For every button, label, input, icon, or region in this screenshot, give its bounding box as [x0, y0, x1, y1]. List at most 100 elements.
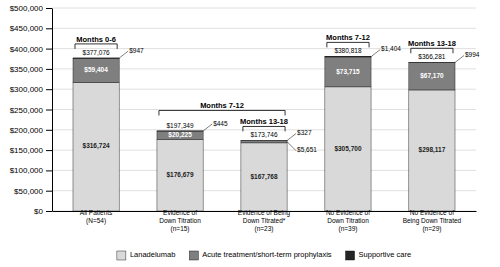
- total-label: $173,746: [250, 131, 277, 138]
- tick-mark: [46, 170, 52, 171]
- tick-label: $100,000: [10, 166, 44, 175]
- tick-label: $250,000: [10, 106, 44, 115]
- leader-line: [455, 55, 464, 62]
- data-label: $947: [129, 47, 144, 54]
- bar: [241, 141, 287, 143]
- data-label: $305,700: [334, 145, 361, 153]
- grid-line: [52, 8, 476, 9]
- data-label: $994: [465, 51, 480, 58]
- grid-line: [52, 28, 476, 29]
- brackets: Months 0-6 Months 13-18 Months 7-12 Months …: [75, 33, 456, 131]
- bracket: [411, 48, 453, 53]
- tick: $350,000: [10, 65, 52, 74]
- tick-mark: [46, 150, 52, 151]
- tick-label: No Evidence ofBeing Down Titrated(n=29): [403, 209, 462, 233]
- tick-mark: [46, 211, 52, 212]
- bar: [73, 58, 119, 82]
- tick-mark: [46, 191, 52, 192]
- leader-line: [371, 50, 380, 57]
- tick-label: Evidence of BeingDown Titrated*(n=23): [238, 209, 291, 233]
- bar: [157, 139, 203, 211]
- data-label: $5,651: [297, 146, 317, 153]
- legend-label: Acute treatment/short-term prophylaxis: [202, 250, 331, 259]
- annotation: Months 13-18: [240, 117, 288, 126]
- bracket: [75, 44, 117, 49]
- tick: Evidence ofDown Titration(n=15): [159, 209, 201, 233]
- chart: $0 $50,000 $100,000 $150,000 $200,000 $250,00…: [0, 0, 500, 267]
- data-labels: $316,724 $176,679 $167,768 $305,700 $298,117…: [83, 45, 480, 180]
- bar: [409, 63, 455, 90]
- annotation: Months 0-6: [76, 35, 116, 44]
- tick-label: Evidence ofDown Titration(n=15): [159, 209, 201, 233]
- tick-mark: [46, 49, 52, 50]
- data-label: $445: [213, 120, 228, 127]
- data-label: $298,117: [419, 146, 446, 154]
- data-label: $327: [297, 129, 312, 136]
- bar: [325, 87, 371, 211]
- tick-label: No Evidence ofDown Titration(n=39): [326, 209, 370, 233]
- x-axis: All Patients(N=54) Evidence ofDown Titrat…: [53, 209, 477, 233]
- data-label: $73,715: [336, 68, 360, 76]
- tick-label: $450,000: [10, 24, 44, 33]
- bar: [241, 143, 287, 211]
- tick-label: $400,000: [10, 45, 44, 54]
- data-label: $59,404: [84, 66, 108, 74]
- tick: $150,000: [10, 146, 52, 155]
- bar: [409, 62, 455, 63]
- tick-label: $500,000: [10, 4, 44, 13]
- tick: $50,000: [14, 187, 52, 196]
- bar: [73, 57, 119, 58]
- tick-mark: [46, 69, 52, 70]
- tick: Evidence of BeingDown Titrated*(n=23): [238, 209, 291, 233]
- legend-swatch: [117, 251, 126, 260]
- total-label: $366,281: [418, 53, 445, 60]
- tick-mark: [46, 8, 52, 9]
- bracket: [159, 110, 285, 115]
- leader-line: [287, 142, 296, 151]
- legend-label: Supportive care: [359, 250, 412, 259]
- leader-line: [119, 51, 128, 58]
- tick: $200,000: [10, 126, 52, 135]
- bars: [73, 56, 455, 211]
- bracket: [243, 126, 285, 131]
- y-axis: $0 $50,000 $100,000 $150,000 $200,000 $250,00…: [10, 4, 53, 216]
- total-label: $380,818: [334, 47, 361, 54]
- plot: $0 $50,000 $100,000 $150,000 $200,000 $250,00…: [10, 4, 480, 260]
- bar: [409, 90, 455, 211]
- tick-label: $200,000: [10, 126, 44, 135]
- annotation: Months 7-12: [200, 101, 244, 110]
- tick: No Evidence ofDown Titration(n=39): [326, 209, 370, 233]
- data-label: $316,724: [83, 142, 110, 150]
- data-label: $167,768: [250, 173, 277, 181]
- bar: [325, 56, 371, 58]
- legend-item: Supportive care: [346, 250, 412, 260]
- tick: No Evidence ofBeing Down Titrated(n=29): [403, 209, 462, 233]
- tick-label: $50,000: [14, 187, 43, 196]
- tick: $450,000: [10, 24, 52, 33]
- legend-item: Acute treatment/short-term prophylaxis: [189, 250, 331, 260]
- bar: [73, 82, 119, 211]
- tick: $0: [34, 207, 52, 216]
- total-label: $197,349: [166, 122, 193, 129]
- data-label: $1,404: [381, 45, 401, 52]
- tick-mark: [46, 110, 52, 111]
- tick-mark: [46, 89, 52, 90]
- data-label: $176,679: [166, 171, 193, 179]
- legend: Lanadelumab Acute treatment/short-term pr…: [117, 250, 411, 260]
- total-label: $377,076: [83, 49, 110, 56]
- data-label: $67,170: [420, 72, 444, 80]
- tick: $500,000: [10, 4, 52, 13]
- leader-line: [287, 134, 296, 141]
- data-label: $20,225: [168, 131, 192, 139]
- annotation: Months 13-18: [408, 39, 456, 48]
- tick: All Patients(N=54): [80, 209, 113, 225]
- tick-mark: [46, 130, 52, 131]
- axis-line: [52, 9, 53, 212]
- legend-swatch: [346, 251, 355, 260]
- tick-label: $150,000: [10, 146, 44, 155]
- tick-mark: [46, 28, 52, 29]
- bar: [157, 131, 203, 139]
- tick-label: $350,000: [10, 65, 44, 74]
- legend-item: Lanadelumab: [117, 250, 175, 260]
- tick-label: All Patients(N=54): [80, 209, 113, 225]
